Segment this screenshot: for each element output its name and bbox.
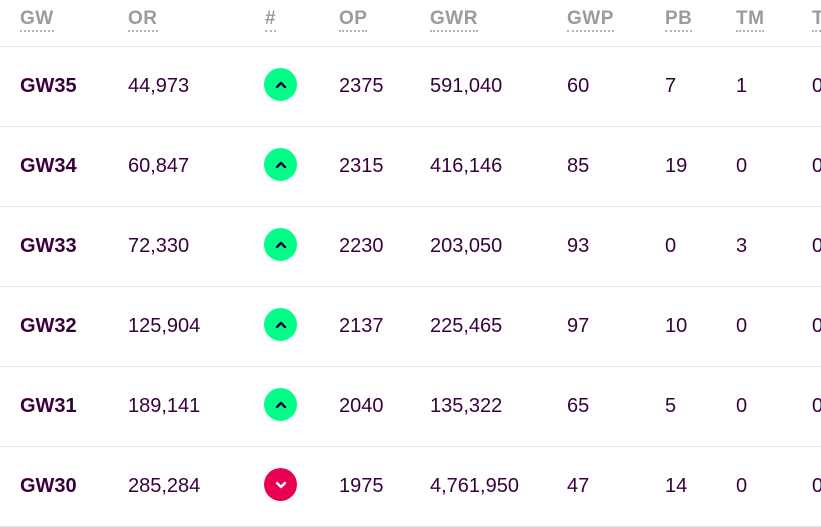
transfers-made-cell: 1 <box>736 75 748 97</box>
gameweek-cell[interactable]: GW33 <box>20 235 77 257</box>
table-row: GW31 189,141 2040 135,322 65 5 0 0 <box>0 367 821 447</box>
points-on-bench-cell: 14 <box>665 475 688 497</box>
transfers-made-cell: 0 <box>736 155 748 177</box>
chevron-up-icon <box>264 388 297 421</box>
overall-rank-cell: 72,330 <box>128 235 190 257</box>
transfers-made-cell: 0 <box>736 315 748 337</box>
header-or[interactable]: OR <box>128 9 158 32</box>
gameweek-cell[interactable]: GW31 <box>20 395 77 417</box>
gameweek-rank-cell: 4,761,950 <box>430 475 519 497</box>
overall-points-cell: 2315 <box>339 155 384 177</box>
chevron-down-icon <box>264 468 297 501</box>
overall-rank-cell: 125,904 <box>128 315 201 337</box>
overall-points-cell: 2375 <box>339 75 384 97</box>
chevron-up-icon <box>264 148 297 181</box>
overall-rank-cell: 44,973 <box>128 75 190 97</box>
table-row: GW30 285,284 1975 4,761,950 47 14 0 0 <box>0 447 821 527</box>
points-on-bench-cell: 19 <box>665 155 688 177</box>
header-rank-movement[interactable]: # <box>265 9 277 32</box>
transfers-cost-cell: 0 <box>812 475 821 497</box>
header-gwp[interactable]: GWP <box>567 9 614 32</box>
overall-points-cell: 2040 <box>339 395 384 417</box>
transfers-made-cell: 3 <box>736 235 748 257</box>
gameweek-points-cell: 85 <box>567 155 590 177</box>
header-gw[interactable]: GW <box>20 9 54 32</box>
transfers-cost-cell: 0 <box>812 75 821 97</box>
points-on-bench-cell: 0 <box>665 235 677 257</box>
overall-points-cell: 2230 <box>339 235 384 257</box>
gameweek-points-cell: 97 <box>567 315 590 337</box>
points-on-bench-cell: 5 <box>665 395 677 417</box>
gameweek-rank-cell: 591,040 <box>430 75 503 97</box>
table-row: GW33 72,330 2230 203,050 93 0 3 0 <box>0 207 821 287</box>
gameweek-cell[interactable]: GW35 <box>20 75 77 97</box>
header-gwr[interactable]: GWR <box>430 9 478 32</box>
gameweek-points-cell: 47 <box>567 475 590 497</box>
header-tc[interactable]: T <box>812 9 821 32</box>
gameweek-cell[interactable]: GW32 <box>20 315 77 337</box>
chevron-up-icon <box>264 68 297 101</box>
transfers-cost-cell: 0 <box>812 235 821 257</box>
gameweek-rank-cell: 225,465 <box>430 315 503 337</box>
table-header: GW OR # OP GWR GWP PB TM T <box>0 0 821 47</box>
transfers-made-cell: 0 <box>736 475 748 497</box>
transfers-cost-cell: 0 <box>812 395 821 417</box>
gameweek-cell[interactable]: GW30 <box>20 475 77 497</box>
overall-points-cell: 2137 <box>339 315 384 337</box>
gameweek-points-cell: 93 <box>567 235 590 257</box>
transfers-cost-cell: 0 <box>812 155 821 177</box>
table-row: GW35 44,973 2375 591,040 60 7 1 0 <box>0 47 821 127</box>
overall-points-cell: 1975 <box>339 475 384 497</box>
header-op[interactable]: OP <box>339 9 368 32</box>
overall-rank-cell: 189,141 <box>128 395 201 417</box>
gameweek-cell[interactable]: GW34 <box>20 155 77 177</box>
table-row: GW32 125,904 2137 225,465 97 10 0 0 <box>0 287 821 367</box>
header-pb[interactable]: PB <box>665 9 693 32</box>
chevron-up-icon <box>264 228 297 261</box>
gameweek-rank-cell: 203,050 <box>430 235 503 257</box>
transfers-made-cell: 0 <box>736 395 748 417</box>
chevron-up-icon <box>264 308 297 341</box>
gameweek-points-cell: 60 <box>567 75 590 97</box>
gameweek-points-cell: 65 <box>567 395 590 417</box>
points-on-bench-cell: 7 <box>665 75 677 97</box>
gameweek-rank-cell: 135,322 <box>430 395 503 417</box>
points-on-bench-cell: 10 <box>665 315 688 337</box>
overall-rank-cell: 285,284 <box>128 475 201 497</box>
header-tm[interactable]: TM <box>736 9 765 32</box>
overall-rank-cell: 60,847 <box>128 155 190 177</box>
table-row: GW34 60,847 2315 416,146 85 19 0 0 <box>0 127 821 207</box>
transfers-cost-cell: 0 <box>812 315 821 337</box>
gameweek-rank-cell: 416,146 <box>430 155 503 177</box>
